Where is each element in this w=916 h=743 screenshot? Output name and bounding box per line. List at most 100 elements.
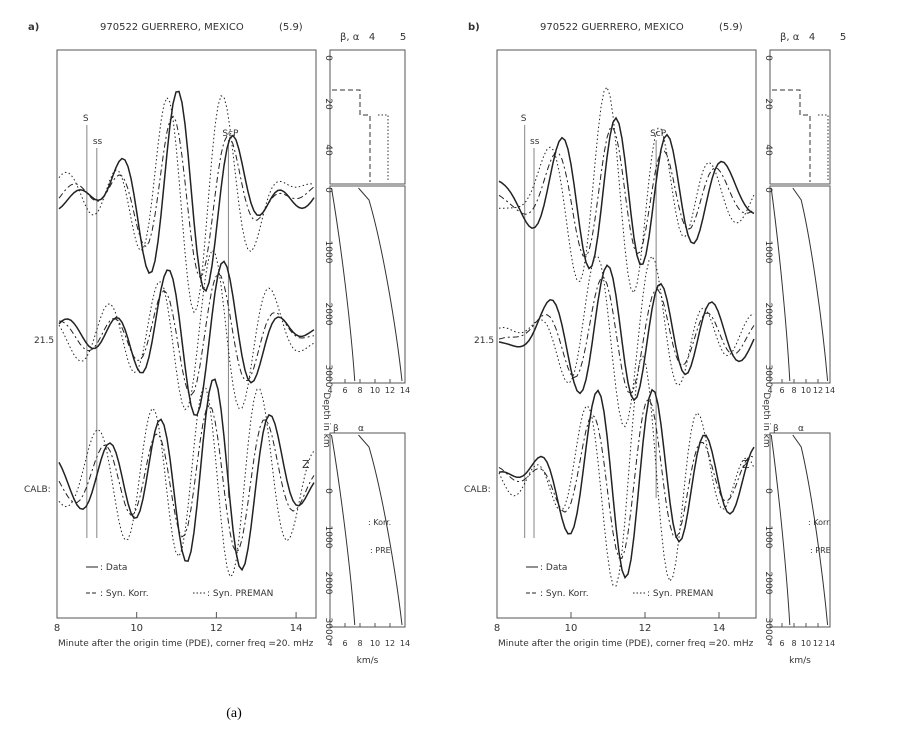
velocity-tick-label: 12 [813, 639, 823, 648]
velocity-tick-label: 12 [385, 386, 395, 395]
velocity-tick-label: 14 [825, 639, 835, 648]
syn-korr-trace [58, 272, 315, 396]
velocity-tick-label: 8 [357, 639, 362, 648]
x-tick-label: 10 [565, 623, 578, 634]
phase-marker-label: ScP [650, 129, 667, 139]
crust-depth-tick-label: 0 [763, 55, 773, 61]
comparison-depth-tick-label: 2000 [323, 572, 333, 595]
data-trace [498, 116, 755, 270]
mantle-depth-tick-label: 3000 [763, 365, 773, 388]
velocity-tick-label: 14 [400, 386, 410, 395]
event-magnitude: (5.9) [279, 22, 303, 33]
comparison-depth-tick-label: 0 [763, 488, 773, 494]
data-trace [498, 264, 755, 402]
x-tick-label: 10 [130, 623, 143, 634]
legend-entry: : Syn. Korr. [540, 589, 589, 599]
trace-label: 21.5 [34, 336, 54, 346]
velocity-axis-label: km/s [357, 656, 379, 666]
mantle-frame [769, 185, 831, 384]
phase-marker-label: S [83, 114, 89, 124]
x-tick-label: 12 [210, 623, 223, 634]
trace-annotation: Z [742, 458, 750, 471]
comparison-legend-beta: β [333, 424, 339, 434]
syn-preman-trace [498, 86, 755, 294]
trace-label: CALB: [464, 485, 491, 495]
velocity-axis-title: β, α [340, 32, 360, 43]
crust-depth-tick-label: 0 [323, 55, 333, 61]
comparison-beta-curve [331, 434, 356, 626]
crust-korr-model [332, 89, 371, 182]
model-label-korr: : Korr. [368, 518, 391, 527]
velocity-tick-label: 12 [385, 639, 395, 648]
mantle-depth-tick-label: 0 [763, 187, 773, 193]
velocity-tick-label: 14 [825, 386, 835, 395]
x-tick-label: 8 [54, 623, 60, 634]
crust-preman-model [378, 114, 389, 182]
comparison-depth-tick-label: 2000 [763, 572, 773, 595]
x-tick-label: 8 [494, 623, 500, 634]
crust-preman-model [818, 114, 829, 182]
crust-frame [769, 49, 831, 185]
comparison-depth-tick-label: 3000 [323, 618, 333, 641]
legend-entry: : Syn. PREMAN [647, 589, 713, 599]
legend-entry: : Syn. Korr. [100, 589, 149, 599]
velocity-tick-label: 10 [801, 639, 811, 648]
syn-korr-trace [498, 277, 755, 394]
mantle-depth-tick-label: 3000 [323, 365, 333, 388]
x-tick-label: 14 [713, 623, 726, 634]
velocity-tick-label: 10 [801, 386, 811, 395]
comparison-legend-alpha: α [798, 424, 804, 434]
data-trace [498, 388, 755, 580]
mantle-beta-curve [331, 187, 356, 382]
syn-preman-trace [498, 355, 755, 587]
seismogram-frame [496, 49, 757, 619]
data-trace [58, 260, 315, 417]
comparison-depth-tick-label: 3000 [763, 618, 773, 641]
comparison-depth-tick-label: 1000 [763, 526, 773, 549]
trace-label: 21.5 [474, 336, 494, 346]
syn-korr-trace [498, 398, 755, 559]
event-magnitude: (5.9) [719, 22, 743, 33]
x-tick-label: 14 [290, 623, 303, 634]
velocity-tick-label: 8 [791, 639, 796, 648]
crust-depth-tick-label: 40 [323, 144, 333, 156]
x-axis-label: Minute after the origin time (PDE), corn… [498, 639, 754, 649]
x-tick-label: 12 [639, 623, 652, 634]
velocity-tick-label: 6 [342, 386, 347, 395]
mantle-frame [329, 185, 406, 384]
model-label-korr: : Korr. [808, 518, 831, 527]
comparison-legend-alpha: α [358, 424, 364, 434]
data-trace [58, 90, 315, 293]
velocity-tick-label: 4 [369, 32, 375, 43]
mantle-depth-tick-label: 2000 [323, 303, 333, 326]
seismogram-frame [56, 49, 317, 619]
velocity-tick-label: 4 [327, 386, 332, 395]
syn-preman-trace [58, 95, 315, 314]
legend-entry: : Syn. PREMAN [207, 589, 273, 599]
velocity-tick-label: 5 [400, 32, 406, 43]
velocity-tick-label: 14 [400, 639, 410, 648]
depth-axis-label: Depth in km [761, 392, 771, 447]
comparison-legend-beta: β [773, 424, 779, 434]
velocity-tick-label: 4 [767, 639, 772, 648]
velocity-tick-label: 12 [813, 386, 823, 395]
model-label-pre: : PRE [370, 546, 391, 555]
phase-marker-label: ss [530, 137, 540, 147]
legend-entry: : Data [540, 563, 567, 573]
panel-caption: (a) [226, 706, 242, 721]
crust-depth-tick-label: 20 [323, 98, 333, 110]
data-trace [58, 378, 315, 572]
mantle-depth-tick-label: 2000 [763, 303, 773, 326]
panel-b: b) 970522 GUERRERO, MEXICO (5.9)8 10 12 14Min… [464, 22, 846, 666]
velocity-tick-label: 5 [840, 32, 846, 43]
depth-axis-label: Depth in km [321, 392, 331, 447]
panel-label: a) [28, 22, 39, 33]
crust-korr-model [772, 89, 811, 182]
comparison-alpha-curve [792, 434, 829, 626]
crust-depth-tick-label: 40 [763, 144, 773, 156]
x-axis-label: Minute after the origin time (PDE), corn… [58, 639, 314, 649]
trace-annotation: Z [302, 458, 310, 471]
velocity-tick-label: 6 [779, 386, 784, 395]
velocity-tick-label: 8 [791, 386, 796, 395]
